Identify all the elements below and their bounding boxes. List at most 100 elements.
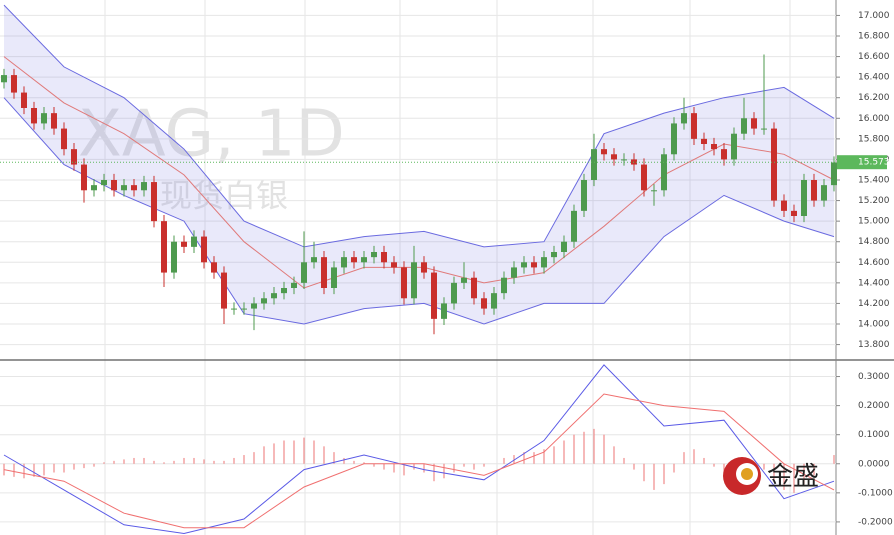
candle-body [641,164,647,191]
logo-text: 金盛 [767,461,819,491]
logo: 金盛 [723,457,819,495]
candle-body [741,118,747,134]
candle-body [681,113,687,124]
candle-body [401,267,407,299]
candle-body [651,190,657,192]
y-tick-label: 14.800 [858,237,890,247]
candle-body [801,180,807,216]
candle-body [151,182,157,222]
candle-body [551,252,557,258]
candle-body [781,200,787,211]
y-tick-label: 0.2000 [858,401,890,411]
candle-body [41,113,47,124]
candle-body [211,262,217,273]
y-tick-label: 0.0000 [858,459,890,469]
candle-body [711,144,717,150]
candle-body [311,257,317,263]
y-tick-label: 0.1000 [858,430,890,440]
candle-body [341,257,347,268]
y-tick-label: 13.800 [858,340,890,350]
candle-body [671,123,677,155]
watermark-subtitle: 现货白银 [160,177,288,213]
candle-body [431,272,437,319]
candle-body [411,262,417,299]
candle-body [441,303,447,319]
candle-body [171,241,177,273]
candle-body [511,267,517,278]
candle-body [491,293,497,309]
candle-body [21,92,27,108]
macd-line [3,364,835,535]
plot: 17.000 16.800 16.600 16.400 16.200 16.000 15.8… [0,4,893,535]
candle-body [51,113,57,129]
y-tick-label: 15.800 [858,134,890,144]
candle-body [701,138,707,144]
candle-body [231,308,237,310]
candle-body [291,282,297,288]
candle-body [811,180,817,201]
candle-body [191,236,197,247]
candle-body [371,252,377,258]
candle-body [581,180,587,211]
y-tick-label: 15.400 [858,176,890,186]
last-price-label: 15.573 [858,158,890,168]
candle-body [271,293,277,299]
candle-body [521,262,527,268]
candle-body [81,164,87,191]
candle-body [791,210,797,216]
y-tick-label: 17.000 [858,11,890,21]
candle-body [561,241,567,252]
y-tick-label: 0.3000 [858,372,890,382]
candle-body [571,210,577,242]
candle-body [771,128,777,201]
candle-body [661,154,667,191]
candle-body [501,277,507,294]
candle-body [121,185,127,191]
candle-body [1,75,7,83]
lower-band [3,97,835,325]
y-tick-label: 14.600 [858,258,890,268]
candle-body [821,185,827,201]
candle-body [541,257,547,268]
macd-line [3,393,835,529]
candle-body [181,241,187,247]
candle-body [481,298,487,309]
candle-body [201,236,207,263]
y-tick-label: 14.200 [858,299,890,309]
candle-body [141,182,147,191]
candle-body [761,128,767,130]
candle-body [321,257,327,288]
candle-body [421,262,427,273]
candle-body [751,118,757,129]
candle-body [461,277,467,283]
candle-body [101,180,107,186]
band-fill [4,5,834,324]
candle-body [251,303,257,309]
candle-body [91,185,97,191]
candle-body [591,149,597,180]
y-tick-label: -0.1000 [858,488,893,498]
candle-body [71,149,77,165]
upper-band [3,4,835,248]
candle-body [131,185,137,191]
candle-body [61,128,67,150]
candle-body [261,298,267,304]
candle-body [601,149,607,155]
candle-body [731,133,737,160]
candle-body [631,159,637,165]
candle-body [331,267,337,288]
candle-body [691,113,697,139]
y-tick-label: 16.000 [858,114,890,124]
candle-body [831,162,837,186]
candle-body [351,257,357,263]
y-tick-label: 16.400 [858,73,890,83]
y-tick-label: 15.200 [858,196,890,206]
y-tick-label: 14.400 [858,278,890,288]
candle-body [451,282,457,304]
candle-body [301,262,307,283]
candle-body [31,108,37,124]
y-tick-label: 16.600 [858,52,890,62]
candle-body [161,221,167,273]
candle-body [11,75,17,93]
